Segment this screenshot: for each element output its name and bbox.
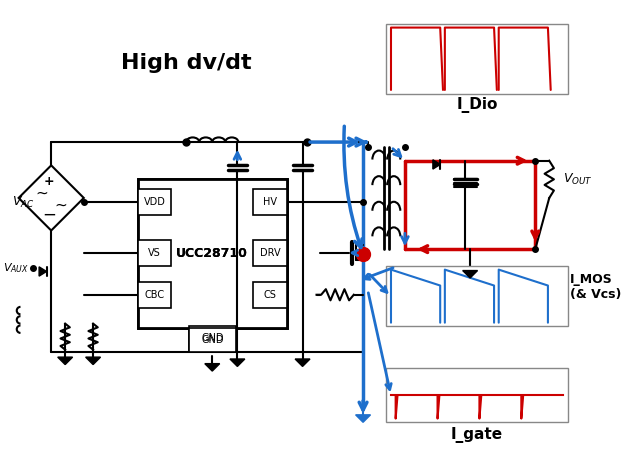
Text: I_Dio: I_Dio: [456, 97, 498, 113]
Text: ~: ~: [54, 198, 67, 213]
Polygon shape: [230, 359, 245, 366]
Bar: [138, 189, 171, 215]
Polygon shape: [295, 359, 310, 366]
Text: VDD: VDD: [143, 197, 165, 207]
Text: −: −: [42, 206, 57, 224]
Text: CS: CS: [263, 290, 276, 300]
Polygon shape: [19, 165, 84, 230]
Bar: [386, 368, 568, 422]
Polygon shape: [39, 267, 47, 276]
Text: VS: VS: [148, 248, 161, 258]
Text: High dv/dt: High dv/dt: [121, 53, 252, 73]
Bar: [189, 326, 235, 350]
Bar: [138, 180, 287, 328]
Polygon shape: [58, 357, 73, 365]
Text: $V_{AUX}$: $V_{AUX}$: [2, 261, 29, 275]
Text: UCC28710: UCC28710: [176, 247, 248, 260]
Bar: [253, 282, 287, 308]
Text: +: +: [44, 175, 55, 188]
Bar: [138, 282, 171, 308]
Text: DRV: DRV: [260, 248, 280, 258]
Bar: [253, 189, 287, 215]
Text: UCC28710: UCC28710: [176, 247, 248, 260]
Bar: [386, 24, 568, 94]
Text: HV: HV: [263, 197, 277, 207]
Text: GND: GND: [201, 335, 224, 345]
Polygon shape: [356, 415, 371, 422]
Polygon shape: [205, 364, 220, 371]
Bar: [253, 240, 287, 266]
Text: ~: ~: [35, 186, 48, 201]
Text: I_MOS
(& Vcs): I_MOS (& Vcs): [569, 273, 621, 301]
Text: CBC: CBC: [145, 290, 165, 300]
Bar: [189, 328, 235, 352]
Polygon shape: [463, 271, 478, 278]
Bar: [386, 266, 568, 326]
Polygon shape: [433, 160, 440, 169]
Bar: [138, 240, 171, 266]
Polygon shape: [86, 357, 101, 365]
Text: $V_{OUT}$: $V_{OUT}$: [563, 172, 593, 187]
Text: $V_{AC}$: $V_{AC}$: [12, 195, 35, 210]
Text: I_gate: I_gate: [451, 428, 503, 443]
Text: GND: GND: [201, 332, 224, 342]
Bar: [138, 180, 287, 328]
